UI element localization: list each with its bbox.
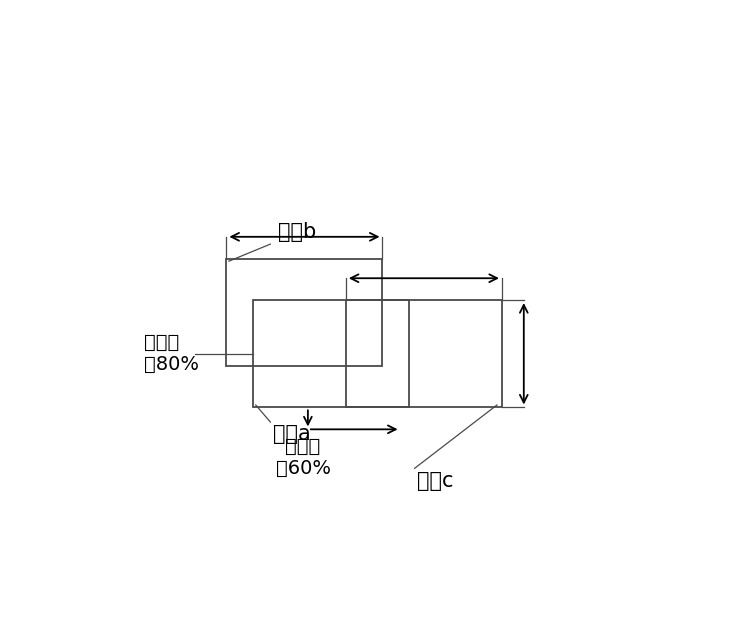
Bar bbox=[253, 300, 409, 408]
Text: 旁向重
叠60%: 旁向重 叠60% bbox=[276, 437, 330, 478]
Text: 照片b: 照片b bbox=[278, 222, 316, 242]
Text: 照片c: 照片c bbox=[417, 471, 454, 491]
Text: 纵向重
叠80%: 纵向重 叠80% bbox=[143, 334, 198, 374]
Bar bbox=[227, 259, 382, 366]
Bar bbox=[346, 300, 502, 408]
Text: 照片a: 照片a bbox=[273, 425, 310, 444]
